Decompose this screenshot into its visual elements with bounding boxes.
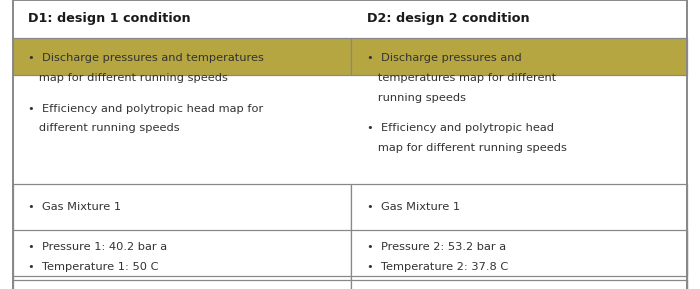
Text: running speeds: running speeds — [367, 93, 466, 103]
Text: map for different running speeds: map for different running speeds — [367, 143, 567, 153]
Bar — [351, 38, 687, 75]
Bar — [13, 280, 351, 289]
Bar — [351, 230, 687, 276]
Text: temperatures map for different: temperatures map for different — [367, 73, 556, 83]
Text: •  Temperature 2: 37.8 C: • Temperature 2: 37.8 C — [367, 262, 508, 272]
Text: •  Discharge pressures and temperatures: • Discharge pressures and temperatures — [28, 53, 264, 64]
Bar — [13, 38, 351, 75]
Text: •  Gas Mixture 1: • Gas Mixture 1 — [28, 202, 121, 212]
Text: •  Pressure 1: 40.2 bar a: • Pressure 1: 40.2 bar a — [28, 242, 167, 252]
Text: D2: design 2 condition: D2: design 2 condition — [367, 12, 529, 25]
Text: •  Discharge pressures and: • Discharge pressures and — [367, 53, 522, 64]
Bar — [351, 280, 687, 289]
Text: map for different running speeds: map for different running speeds — [28, 73, 228, 83]
Text: •  Pressure 2: 53.2 bar a: • Pressure 2: 53.2 bar a — [367, 242, 506, 252]
Text: •  Temperature 1: 50 C: • Temperature 1: 50 C — [28, 262, 158, 272]
Bar — [13, 184, 351, 289]
Text: •  Efficiency and polytropic head map for: • Efficiency and polytropic head map for — [28, 103, 263, 114]
Text: different running speeds: different running speeds — [28, 123, 180, 133]
Text: •  Efficiency and polytropic head: • Efficiency and polytropic head — [367, 123, 554, 133]
Text: D1: design 1 condition: D1: design 1 condition — [28, 12, 190, 25]
Bar — [351, 184, 687, 289]
Bar — [13, 230, 351, 276]
Text: •  Gas Mixture 1: • Gas Mixture 1 — [367, 202, 460, 212]
